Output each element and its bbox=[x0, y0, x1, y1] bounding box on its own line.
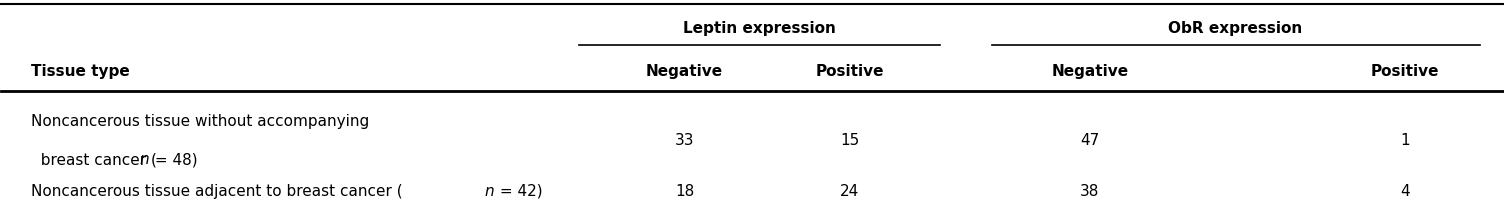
Text: Positive: Positive bbox=[1370, 64, 1439, 79]
Text: n: n bbox=[484, 184, 495, 199]
Text: = 42): = 42) bbox=[495, 184, 543, 199]
Text: Leptin expression: Leptin expression bbox=[683, 21, 836, 36]
Text: 1: 1 bbox=[1400, 133, 1409, 148]
Text: Negative: Negative bbox=[645, 64, 723, 79]
Text: ObR expression: ObR expression bbox=[1169, 21, 1302, 36]
Text: 33: 33 bbox=[675, 133, 695, 148]
Text: Positive: Positive bbox=[815, 64, 884, 79]
Text: 4: 4 bbox=[1400, 184, 1409, 199]
Text: breast cancer (: breast cancer ( bbox=[32, 152, 158, 167]
Text: Tissue type: Tissue type bbox=[32, 64, 131, 79]
Text: n: n bbox=[140, 152, 149, 167]
Text: 15: 15 bbox=[839, 133, 859, 148]
Text: 47: 47 bbox=[1080, 133, 1099, 148]
Text: = 48): = 48) bbox=[150, 152, 197, 167]
Text: Noncancerous tissue without accompanying: Noncancerous tissue without accompanying bbox=[32, 114, 370, 129]
Text: 18: 18 bbox=[675, 184, 693, 199]
Text: Noncancerous tissue adjacent to breast cancer (: Noncancerous tissue adjacent to breast c… bbox=[32, 184, 403, 199]
Text: 24: 24 bbox=[839, 184, 859, 199]
Text: Negative: Negative bbox=[1051, 64, 1128, 79]
Text: 38: 38 bbox=[1080, 184, 1099, 199]
